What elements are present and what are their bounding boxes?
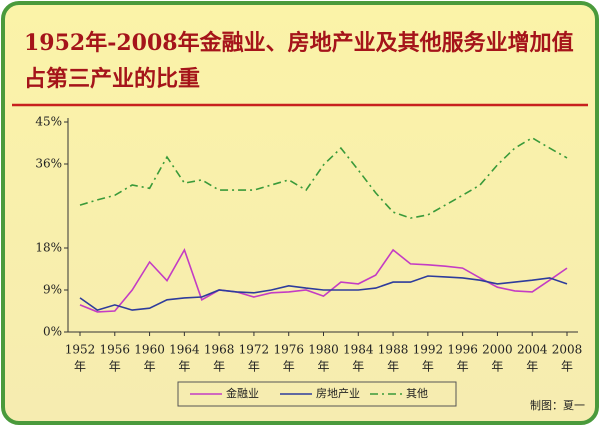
y-tick-label: 18% <box>35 241 62 255</box>
legend-label: 其他 <box>406 387 428 400</box>
chart-title: 1952年-2008年金融业、房地产业及其他服务业增加值 <box>24 30 574 56</box>
x-tick-label: 1964 <box>169 343 200 357</box>
x-tick-suffix: 年 <box>213 360 225 374</box>
y-tick-label: 0% <box>43 325 62 339</box>
x-tick-suffix: 年 <box>283 360 295 374</box>
x-tick-label: 1992 <box>413 343 444 357</box>
x-tick-suffix: 年 <box>352 360 364 374</box>
x-tick-label: 1984 <box>343 343 374 357</box>
x-tick-label: 1956 <box>100 343 131 357</box>
x-tick-label: 1960 <box>134 343 165 357</box>
x-tick-suffix: 年 <box>248 360 260 374</box>
x-tick-suffix: 年 <box>422 360 434 374</box>
x-tick-suffix: 年 <box>526 360 538 374</box>
x-tick-suffix: 年 <box>317 360 329 374</box>
x-tick-suffix: 年 <box>561 360 573 374</box>
x-tick-suffix: 年 <box>457 360 469 374</box>
x-tick-suffix: 年 <box>74 360 86 374</box>
x-tick-suffix: 年 <box>387 360 399 374</box>
legend-label: 金融业 <box>226 386 259 400</box>
x-tick-label: 2000 <box>482 343 513 357</box>
legend <box>177 381 457 407</box>
x-tick-label: 1996 <box>447 343 478 357</box>
legend-label: 房地产业 <box>316 386 360 400</box>
x-tick-label: 1976 <box>273 343 304 357</box>
y-tick-label: 9% <box>43 283 62 297</box>
x-tick-suffix: 年 <box>144 360 156 374</box>
x-tick-suffix: 年 <box>491 360 503 374</box>
chart-subtitle: 占第三产业的比重 <box>24 66 200 92</box>
x-tick-label: 1988 <box>378 343 409 357</box>
x-tick-label: 2004 <box>517 343 548 357</box>
y-tick-label: 36% <box>35 157 62 171</box>
credit: 制图：夏一 <box>530 399 585 412</box>
x-tick-suffix: 年 <box>178 360 190 374</box>
x-tick-label: 1980 <box>308 343 339 357</box>
x-tick-label: 1968 <box>204 343 235 357</box>
x-tick-suffix: 年 <box>109 360 121 374</box>
x-tick-label: 1952 <box>65 343 96 357</box>
series-line <box>79 275 568 311</box>
x-tick-label: 1972 <box>239 343 270 357</box>
y-tick-label: 45% <box>35 115 62 129</box>
x-tick-label: 2008 <box>552 343 583 357</box>
series-line <box>79 136 568 219</box>
